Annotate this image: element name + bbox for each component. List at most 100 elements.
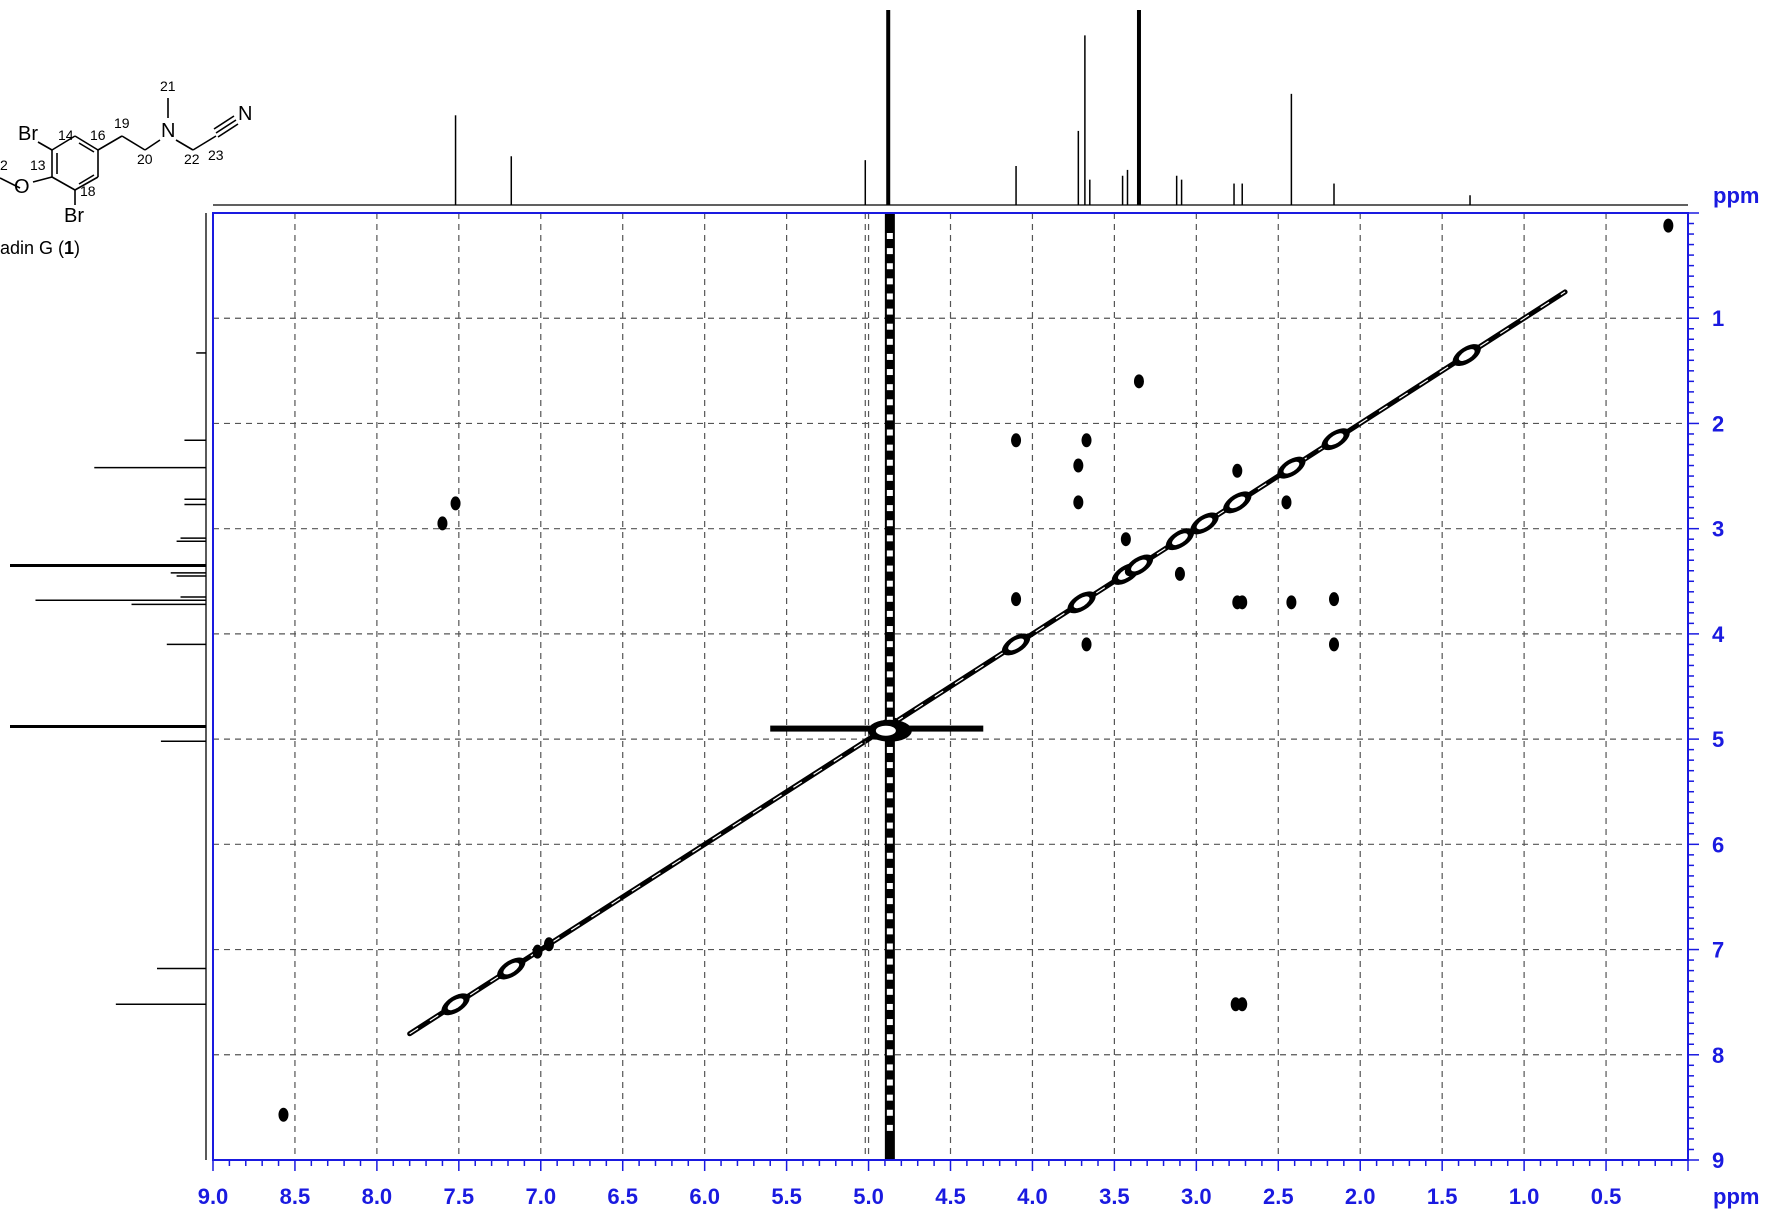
y-tick-label-1: 2 xyxy=(1712,411,1724,436)
left-1d-spectrum xyxy=(10,213,207,1160)
cross-peak-0 xyxy=(450,496,461,511)
y-tick-label-2: 3 xyxy=(1712,517,1724,542)
solvent-ridge-gap-4 xyxy=(886,293,893,300)
x-tick-label-1: 8.5 xyxy=(280,1184,311,1209)
cross-peak-15 xyxy=(1174,566,1185,581)
solvent-ridge-gap-41 xyxy=(886,852,893,859)
top-1d-spectrum xyxy=(213,10,1688,206)
solvent-ridge-gap-28 xyxy=(886,656,893,663)
y-tick-label-5: 6 xyxy=(1712,832,1724,857)
solvent-ridge-gap-44 xyxy=(886,898,893,905)
diagonal-peak-inner-9 xyxy=(1229,496,1246,509)
x-tick-label-11: 3.5 xyxy=(1099,1184,1130,1209)
x-tick-label-17: 0.5 xyxy=(1591,1184,1622,1209)
solvent-ridge-gap-39 xyxy=(886,822,893,829)
solvent-ridge-gap-14 xyxy=(886,444,893,451)
solvent-ridge-gap-56 xyxy=(886,1079,893,1086)
x-tick-label-5: 6.5 xyxy=(607,1184,638,1209)
cross-peak-16 xyxy=(1120,532,1131,547)
atom-label-23: 23 xyxy=(208,147,224,163)
solvent-ridge-gap-46 xyxy=(886,928,893,935)
diagonal-peak-9 xyxy=(1223,491,1252,514)
solvent-ridge-gap-37 xyxy=(886,792,893,799)
x-tick-label-15: 1.5 xyxy=(1427,1184,1458,1209)
solvent-ridge-gap-20 xyxy=(886,535,893,542)
solvent-ridge-gap-50 xyxy=(886,988,893,995)
solvent-ridge-gap-59 xyxy=(886,1124,893,1131)
solvent-ridge-gap-51 xyxy=(886,1003,893,1010)
cross-peak-23 xyxy=(543,937,554,952)
solvent-ridge-gap-54 xyxy=(886,1049,893,1056)
diagonal-peak-8 xyxy=(1190,512,1219,535)
diagonal-line xyxy=(407,289,1568,1037)
solvent-ridge-gap-17 xyxy=(886,489,893,496)
solvent-ridge-gap-49 xyxy=(886,973,893,980)
x-axis-unit-label: ppm xyxy=(1713,1184,1759,1209)
solvent-ridge-gap-16 xyxy=(886,474,893,481)
cross-peak-8 xyxy=(1011,592,1022,607)
solvent-ridge-gap-31 xyxy=(886,701,893,708)
compound-caption-prefix: adin G ( xyxy=(0,238,64,258)
atom-label-16: 16 xyxy=(90,127,106,143)
cross-peaks xyxy=(278,218,1674,1122)
compound-caption-number: 1 xyxy=(64,238,74,258)
grid-lines xyxy=(213,213,1688,1160)
diagonal-peak-4 xyxy=(1067,591,1096,614)
atom-br-bottom: Br xyxy=(64,205,84,227)
solvent-ridge-gap-36 xyxy=(886,777,893,784)
diagonal-peak-inner-4 xyxy=(1073,596,1090,609)
solvent-ridge-gap-47 xyxy=(886,943,893,950)
solvent-ridge-gap-43 xyxy=(886,883,893,890)
cross-peak-18 xyxy=(1281,495,1292,510)
solvent-ridge-gap-1 xyxy=(886,248,893,255)
solvent-ridge-gap-38 xyxy=(886,807,893,814)
solvent-ridge-gap-55 xyxy=(886,1064,893,1071)
diagonal-peak-inner-3 xyxy=(1008,638,1024,651)
cross-peak-1 xyxy=(437,516,448,531)
cross-peak-22 xyxy=(532,944,543,959)
cross-peak-11 xyxy=(1073,495,1084,510)
solvent-ridge-gap-6 xyxy=(886,323,893,330)
diagonal-peak-0 xyxy=(441,993,470,1016)
cross-peak-19 xyxy=(1133,374,1144,389)
cross-peak-6 xyxy=(1329,637,1339,652)
solvent-ridge-gap-5 xyxy=(886,308,893,315)
cross-peak-10 xyxy=(1073,458,1084,473)
top-axis-unit-label: ppm xyxy=(1713,183,1759,208)
atom-label-14: 14 xyxy=(58,127,74,143)
cross-peak-7 xyxy=(1329,592,1339,607)
molecule-structure: Br 14 16 19 21 N N 20 22 23 13 O 18 Br 2… xyxy=(0,78,252,258)
x-tick-label-6: 6.0 xyxy=(689,1184,720,1209)
solvent-ridge-gap-48 xyxy=(886,958,893,965)
cross-peak-3 xyxy=(1237,997,1248,1012)
atom-br-top: Br xyxy=(18,123,38,145)
solvent-ridge-gap-29 xyxy=(886,671,893,678)
solvent-ridge-gap-42 xyxy=(886,867,893,874)
atom-o: O xyxy=(14,176,30,198)
solvent-ridge xyxy=(770,213,984,1160)
solvent-ridge-gap-53 xyxy=(886,1034,893,1041)
diagonal-peak-11 xyxy=(1321,428,1350,451)
y-tick-label-3: 4 xyxy=(1712,622,1725,647)
cross-peak-14 xyxy=(1286,595,1297,610)
x-tick-label-2: 8.0 xyxy=(362,1184,393,1209)
diagonal-peak-12 xyxy=(1452,344,1481,367)
diagonal-peak-3 xyxy=(1001,633,1031,656)
atom-label-19: 19 xyxy=(114,115,130,131)
solvent-ridge-gap-22 xyxy=(886,565,893,572)
solvent-ridge-gap-3 xyxy=(886,278,893,285)
atom-label-21: 21 xyxy=(160,78,176,94)
solvent-ridge-gap-25 xyxy=(886,610,893,617)
y-tick-label-4: 5 xyxy=(1712,727,1724,752)
x-tick-label-12: 3.0 xyxy=(1181,1184,1212,1209)
solvent-ridge-gap-12 xyxy=(886,414,893,421)
x-tick-label-8: 5.0 xyxy=(853,1184,884,1209)
atom-label-20: 20 xyxy=(137,151,153,167)
solvent-ridge-gap-35 xyxy=(886,762,893,769)
cross-peak-9 xyxy=(1081,637,1092,652)
diagonal-peak-7 xyxy=(1165,528,1195,551)
compound-caption-suffix: ) xyxy=(74,238,80,258)
solvent-ridge-gap-27 xyxy=(886,641,893,648)
x-tick-label-14: 2.0 xyxy=(1345,1184,1376,1209)
